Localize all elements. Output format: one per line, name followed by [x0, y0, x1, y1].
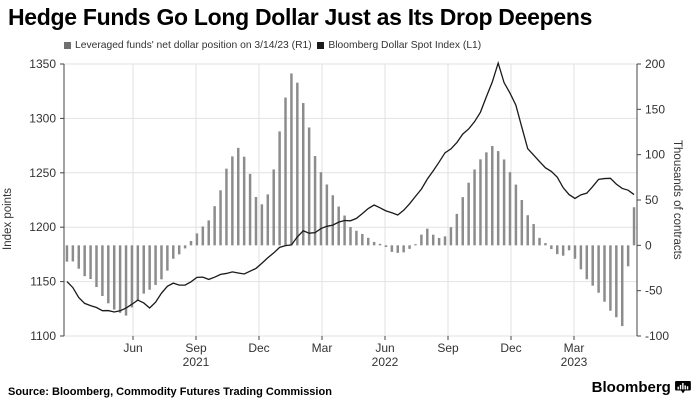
svg-text:2021: 2021 [183, 355, 210, 369]
svg-text:0: 0 [645, 238, 652, 252]
svg-text:1350: 1350 [29, 57, 56, 71]
svg-text:Mar: Mar [564, 341, 585, 355]
svg-text:Dec: Dec [248, 341, 269, 355]
svg-text:-100: -100 [645, 329, 669, 343]
svg-text:-50: -50 [645, 284, 663, 298]
svg-text:Jun: Jun [375, 341, 394, 355]
svg-text:200: 200 [645, 57, 665, 71]
svg-text:1250: 1250 [29, 166, 56, 180]
svg-text:100: 100 [645, 148, 665, 162]
svg-text:Mar: Mar [312, 341, 333, 355]
svg-text:Sep: Sep [185, 341, 207, 355]
svg-text:Jun: Jun [123, 341, 142, 355]
svg-text:1100: 1100 [30, 329, 56, 343]
svg-text:Sep: Sep [437, 341, 459, 355]
svg-text:2023: 2023 [561, 355, 588, 369]
svg-text:1150: 1150 [30, 275, 56, 289]
svg-text:1300: 1300 [29, 111, 56, 125]
svg-text:Dec: Dec [500, 341, 521, 355]
svg-text:1200: 1200 [29, 220, 56, 234]
svg-text:150: 150 [645, 102, 665, 116]
svg-text:50: 50 [645, 193, 659, 207]
svg-text:2022: 2022 [372, 355, 399, 369]
